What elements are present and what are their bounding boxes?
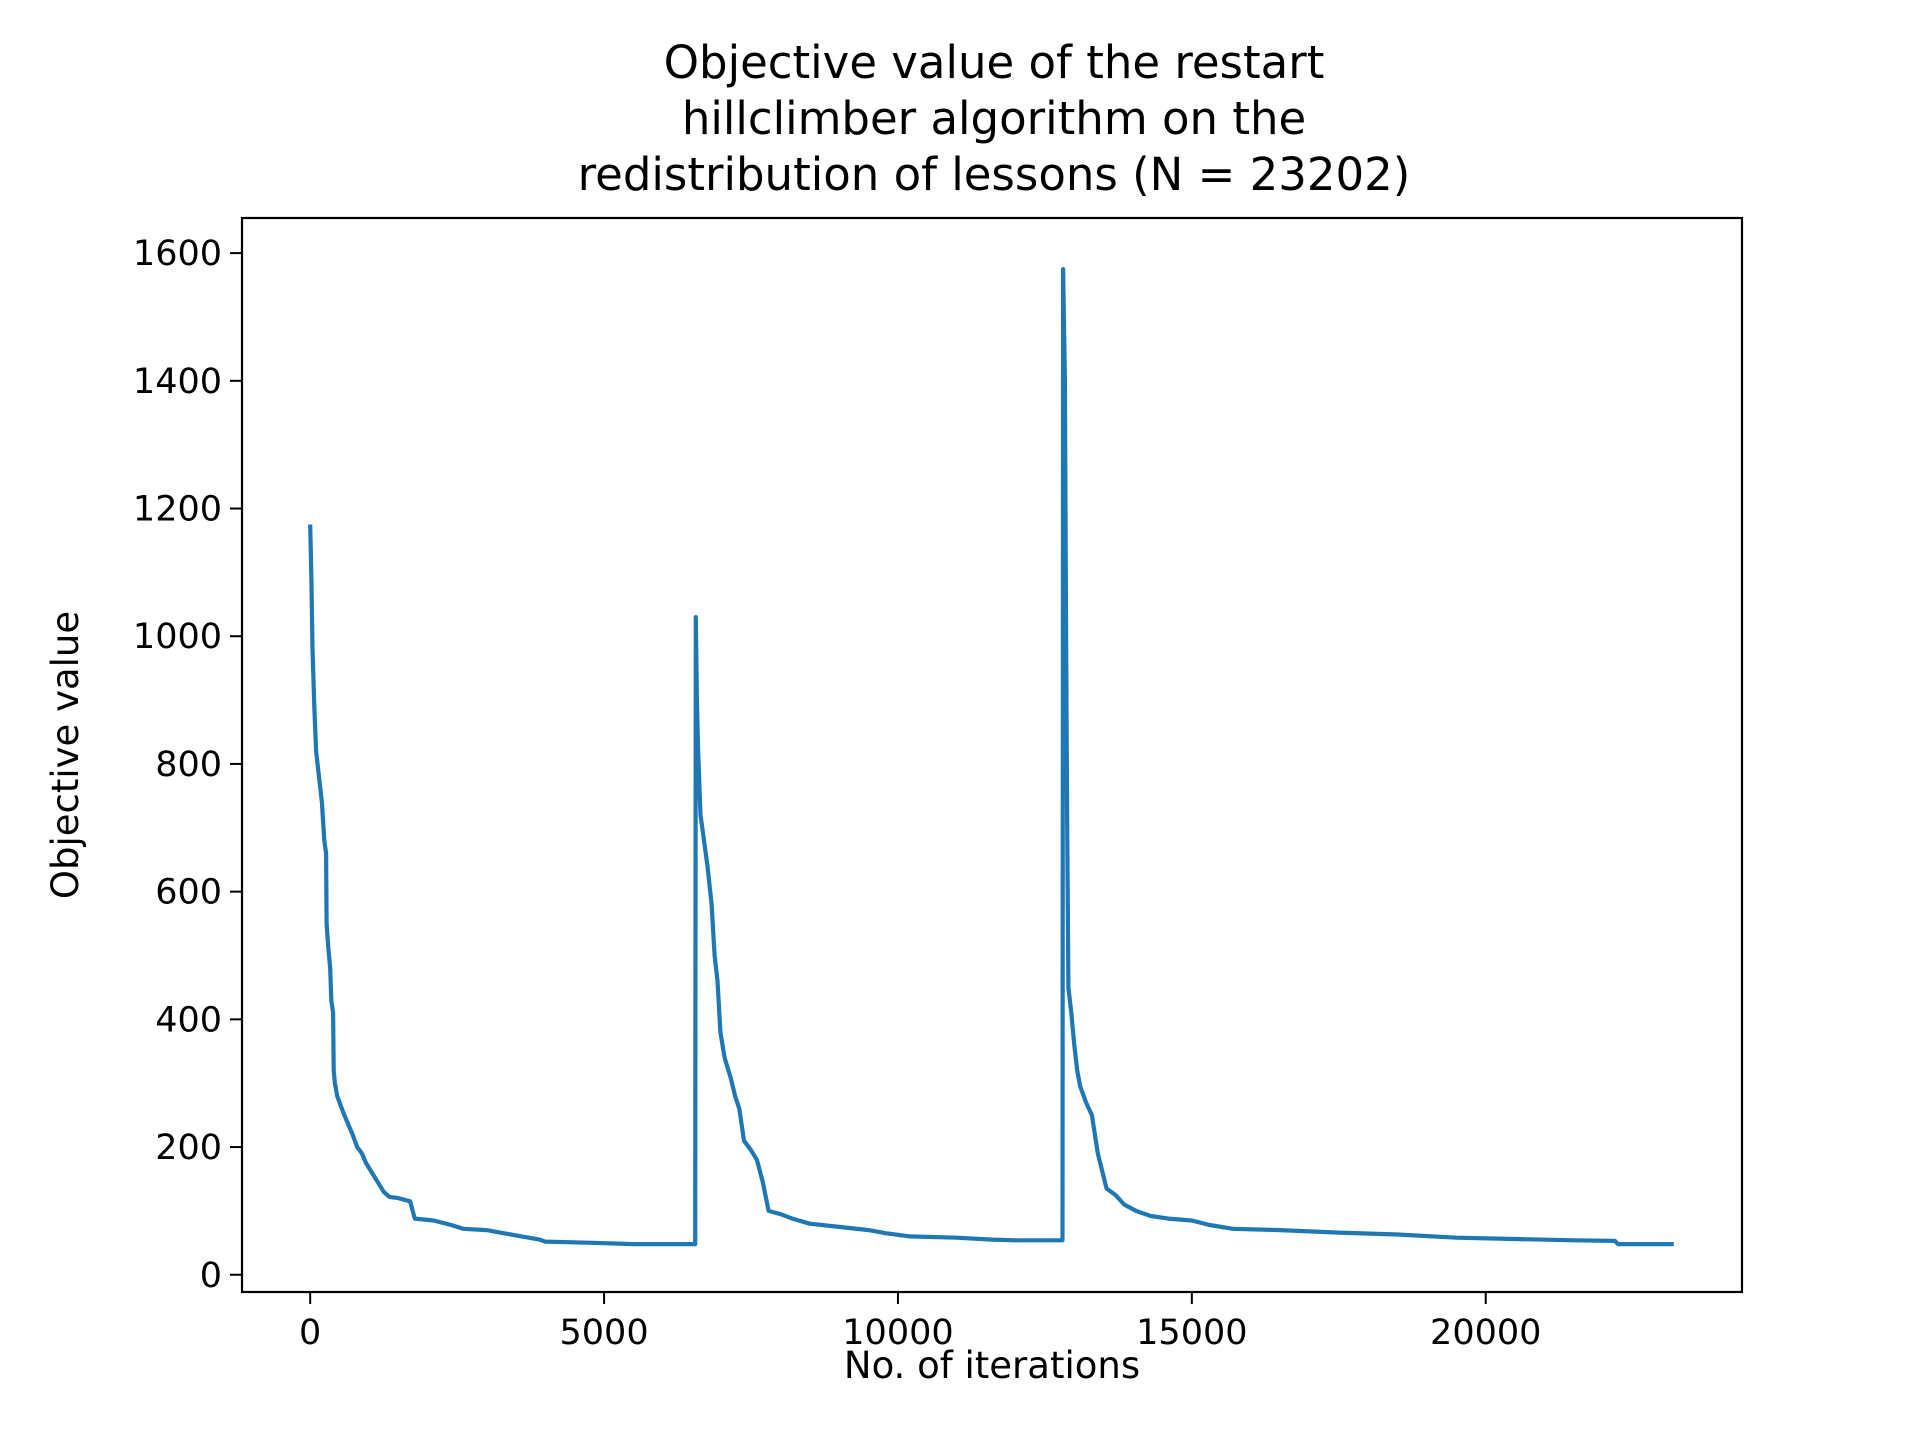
x-tick-label: 10000	[842, 1313, 953, 1353]
x-tick-label: 15000	[1136, 1313, 1247, 1353]
series-line-0	[308, 267, 1674, 1247]
x-tick-label: 5000	[560, 1313, 649, 1353]
x-tick-label: 20000	[1430, 1313, 1541, 1353]
chart-title-line-1: Objective value of the restart	[664, 36, 1325, 89]
x-axis: 0 5000 10000 15000 20000	[299, 1292, 1541, 1353]
plot-layer	[308, 267, 1674, 1247]
y-tick-label: 1600	[133, 234, 222, 274]
y-tick-label: 1200	[133, 490, 222, 530]
y-tick-label: 0	[200, 1256, 222, 1296]
y-tick-label: 1000	[133, 617, 222, 657]
y-tick-label: 600	[155, 873, 222, 913]
y-axis: 0 200 400 600 800 1000 1200 1400 1600	[133, 234, 242, 1296]
y-tick-label: 800	[155, 745, 222, 785]
y-axis-label: Objective value	[44, 611, 87, 899]
x-tick-label: 0	[299, 1313, 321, 1353]
plot-frame	[240, 216, 1744, 1294]
chart-title-line-2: hillclimber algorithm on the	[682, 92, 1306, 145]
chart-title: Objective value of the restart hillclimb…	[578, 36, 1411, 201]
y-tick-label: 400	[155, 1000, 222, 1040]
y-tick-label: 1400	[133, 362, 222, 402]
chart-title-line-3: redistribution of lessons (N = 23202)	[578, 148, 1411, 201]
x-axis-label: No. of iterations	[844, 1344, 1140, 1387]
y-tick-label: 200	[155, 1128, 222, 1168]
